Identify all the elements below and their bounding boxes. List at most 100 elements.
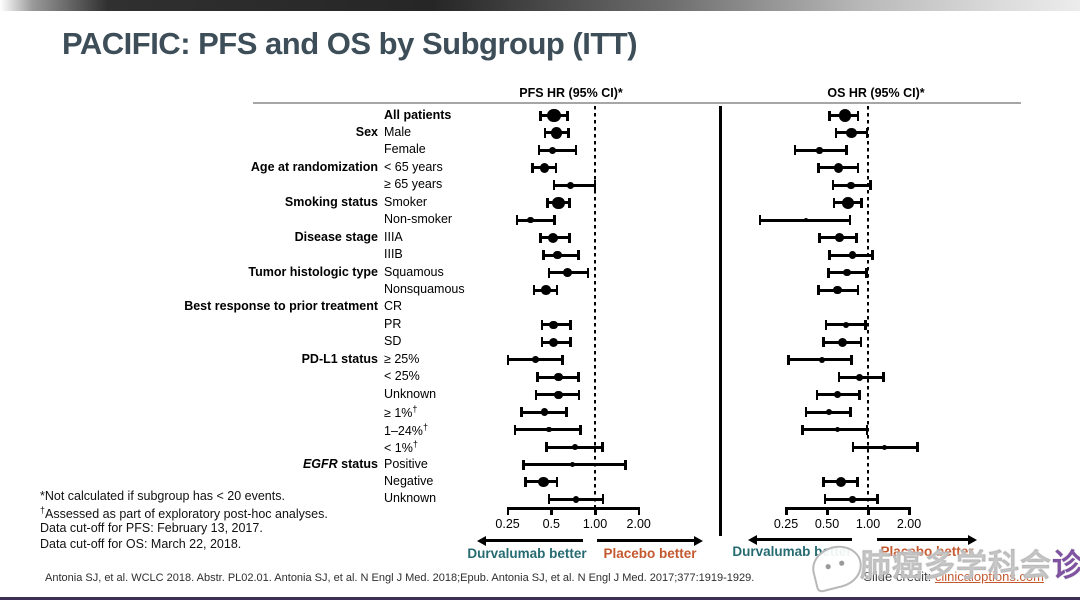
ci-cap-high — [593, 180, 596, 191]
x-axis-tick — [594, 507, 597, 515]
ci-cap-low — [543, 127, 547, 138]
hr-marker — [549, 320, 559, 330]
hr-marker — [572, 495, 580, 503]
durvalumab-better-label: Durvalumab better — [732, 544, 852, 559]
ci-bar — [802, 428, 868, 432]
ci-cap-low — [824, 319, 828, 330]
x-axis-tick — [637, 507, 641, 515]
better-arrow-right — [597, 539, 697, 542]
group-label: Smoking status — [284, 194, 378, 209]
axis-tick-label: 0.25 — [773, 517, 799, 531]
ci-cap-high — [586, 267, 590, 278]
ci-cap-low — [506, 354, 510, 365]
ci-cap-low — [522, 459, 525, 470]
ci-cap-low — [817, 285, 820, 295]
ci-cap-high — [859, 337, 863, 348]
hr-marker — [554, 390, 563, 399]
x-axis-tick — [785, 507, 788, 515]
ci-bar — [553, 183, 595, 187]
subgroup-label: IIIB — [384, 247, 403, 262]
ci-cap-low — [804, 407, 808, 418]
hr-marker — [545, 426, 552, 433]
ci-cap-low — [832, 197, 836, 208]
ci-cap-low — [547, 494, 551, 505]
subgroup-label: Unknown — [384, 491, 437, 506]
better-arrow-left — [483, 539, 583, 542]
hr-marker — [548, 146, 557, 155]
ci-cap-high — [577, 389, 581, 400]
ci-bar — [538, 148, 576, 152]
ci-cap-low — [801, 424, 804, 435]
hr-marker — [835, 476, 846, 487]
subgroup-label: Unknown — [384, 386, 437, 401]
arrow-head-right — [694, 535, 703, 546]
subgroup-label: CR — [384, 299, 403, 314]
hr-marker — [570, 462, 575, 467]
ci-cap-low — [537, 145, 541, 156]
ci-cap-low — [520, 407, 523, 418]
hr-marker — [841, 196, 854, 209]
top-gradient-bar — [0, 0, 1080, 11]
x-axis-tick — [506, 507, 510, 515]
axis-tick-label: 0.5 — [542, 517, 560, 531]
placebo-better-label: Placebo better — [880, 544, 974, 559]
ci-bar — [516, 218, 555, 222]
hr-marker — [833, 285, 843, 295]
subgroup-label: ≥ 65 years — [384, 177, 443, 192]
ci-cap-high — [601, 494, 605, 505]
reference-line — [594, 106, 597, 511]
ci-cap-high — [577, 250, 580, 261]
x-axis-tick — [826, 507, 829, 515]
group-label: Sex — [355, 124, 378, 139]
header-rule — [253, 102, 1021, 104]
subgroup-label: Positive — [384, 456, 428, 471]
ci-cap-high — [850, 354, 853, 365]
hr-marker — [552, 250, 562, 260]
ci-cap-high — [876, 494, 879, 505]
footnote-line: Data cut-off for OS: March 22, 2018. — [40, 537, 242, 551]
ci-cap-high — [569, 337, 572, 348]
ci-cap-high — [555, 476, 559, 487]
ci-cap-low — [547, 267, 551, 278]
durvalumab-better-label: Durvalumab better — [467, 546, 587, 561]
hr-marker — [849, 496, 856, 503]
ci-cap-low — [546, 197, 549, 208]
ci-cap-high — [577, 372, 580, 383]
ci-cap-low — [540, 337, 544, 348]
hr-marker — [846, 127, 858, 139]
footnote-line: *Not calculated if subgroup has < 20 eve… — [40, 489, 285, 503]
ci-cap-high — [864, 319, 867, 330]
ci-cap-high — [568, 197, 571, 208]
x-axis-tick — [867, 507, 870, 515]
reference-line — [867, 106, 870, 511]
hr-marker — [572, 443, 579, 451]
ci-cap-low — [828, 250, 831, 261]
axis-tick-label: 2.00 — [896, 517, 922, 531]
better-arrow-right — [877, 538, 971, 541]
ci-cap-low — [831, 180, 835, 191]
hr-marker — [537, 476, 549, 488]
ci-cap-high — [865, 424, 869, 435]
ci-cap-high — [624, 459, 627, 470]
ci-cap-high — [553, 215, 556, 226]
group-label: Age at randomization — [250, 159, 378, 174]
hr-marker — [541, 285, 551, 295]
ci-cap-high — [856, 110, 860, 121]
arrow-head-left — [748, 534, 757, 545]
ci-cap-low — [758, 215, 762, 226]
ci-cap-low — [540, 319, 544, 330]
ci-cap-high — [916, 442, 919, 453]
ci-cap-low — [552, 180, 556, 191]
ci-cap-high — [856, 476, 859, 487]
x-axis-tick — [550, 507, 553, 515]
group-label: Disease stage — [294, 229, 378, 244]
subgroup-label: Male — [384, 124, 412, 139]
subgroup-label: IIIA — [384, 229, 403, 244]
ci-cap-low — [515, 215, 519, 226]
hr-marker — [540, 408, 549, 416]
ci-cap-high — [858, 389, 861, 400]
hr-marker — [826, 409, 833, 416]
subgroup-label: SD — [384, 334, 402, 349]
slide-credit-link[interactable]: clinicaloptions.com — [934, 569, 1044, 584]
subgroup-label: Nonsquamous — [384, 282, 465, 296]
